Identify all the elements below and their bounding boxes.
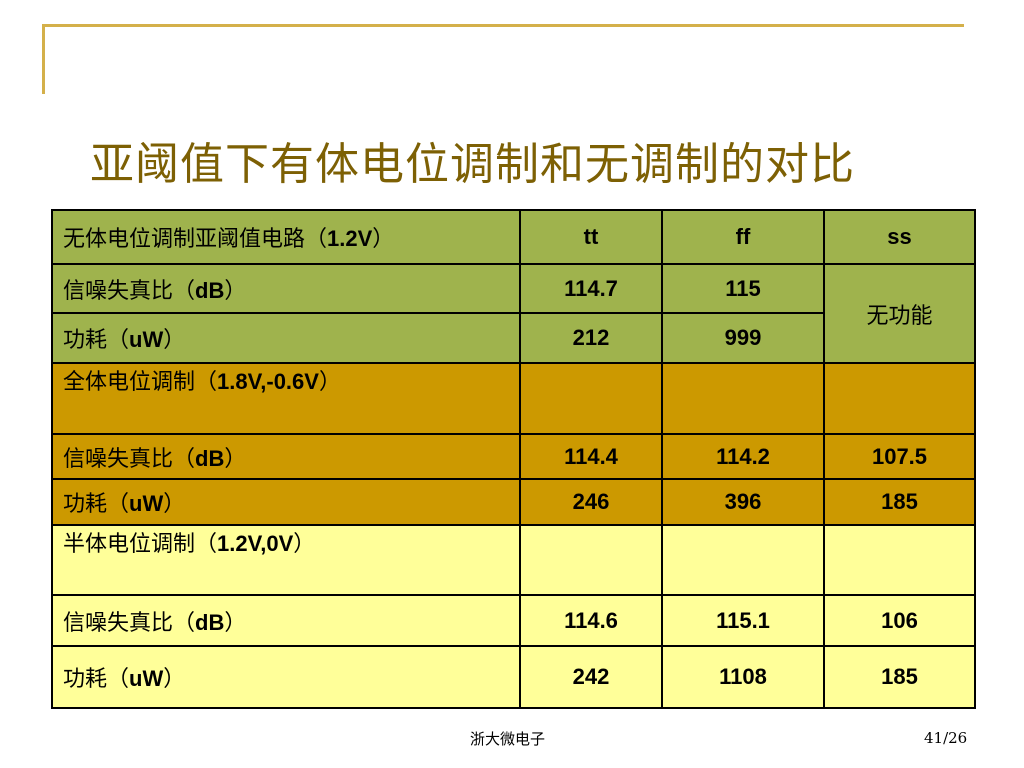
cell-ff: 396	[661, 478, 825, 526]
empty-cell	[661, 362, 825, 435]
frame-top-line	[42, 24, 964, 27]
cell-tt: 246	[519, 478, 663, 526]
full-body-header-row: 全体电位调制（1.8V,-0.6V）	[51, 362, 976, 435]
cell-ss-merged: 无功能	[823, 263, 976, 364]
group-label: 半体电位调制（1.2V,0V）	[51, 524, 521, 596]
footer-org: 浙大微电子	[470, 730, 546, 748]
cell-ff: 115	[661, 263, 825, 314]
cell-ff: 999	[661, 312, 825, 364]
empty-cell	[519, 362, 663, 435]
group-label: 全体电位调制（1.8V,-0.6V）	[51, 362, 521, 435]
baseline-snr-row: 信噪失真比（dB） 114.7 115 无功能	[51, 263, 976, 364]
header-col-ff: ff	[661, 209, 825, 265]
cell-tt: 242	[519, 645, 663, 709]
cell-tt: 114.6	[519, 594, 663, 647]
empty-cell	[519, 524, 663, 596]
frame-left-line	[42, 24, 45, 94]
cell-tt: 114.4	[519, 433, 663, 480]
cell-ss: 107.5	[823, 433, 976, 480]
row-label: 功耗（uW）	[51, 645, 521, 709]
half-body-power-row: 功耗（uW） 242 1108 185	[51, 645, 976, 709]
cell-ff: 115.1	[661, 594, 825, 647]
cell-tt: 212	[519, 312, 663, 364]
half-body-snr-row: 信噪失真比（dB） 114.6 115.1 106	[51, 594, 976, 647]
row-label: 信噪失真比（dB）	[51, 263, 521, 314]
full-body-snr-row: 信噪失真比（dB） 114.4 114.2 107.5	[51, 433, 976, 480]
page-number: 41/26	[924, 729, 968, 747]
cell-ss: 185	[823, 645, 976, 709]
header-col-ss: ss	[823, 209, 976, 265]
full-body-power-row: 功耗（uW） 246 396 185	[51, 478, 976, 526]
empty-cell	[823, 524, 976, 596]
cell-ss: 185	[823, 478, 976, 526]
cell-ss: 106	[823, 594, 976, 647]
baseline-power-row: 功耗（uW） 212 999	[51, 312, 975, 364]
empty-cell	[661, 524, 825, 596]
header-col-tt: tt	[519, 209, 663, 265]
cell-ff: 1108	[661, 645, 825, 709]
cell-ff: 114.2	[661, 433, 825, 480]
row-label: 信噪失真比（dB）	[51, 433, 521, 480]
row-label: 功耗（uW）	[51, 478, 521, 526]
row-label: 信噪失真比（dB）	[51, 594, 521, 647]
row-label: 功耗（uW）	[51, 312, 521, 364]
header-label-cell: 无体电位调制亚阈值电路（1.2V）	[51, 209, 521, 265]
half-body-header-row: 半体电位调制（1.2V,0V）	[51, 524, 976, 596]
cell-tt: 114.7	[519, 263, 663, 314]
table-header-row: 无体电位调制亚阈值电路（1.2V） tt ff ss	[51, 209, 976, 265]
empty-cell	[823, 362, 976, 435]
comparison-table: 无体电位调制亚阈值电路（1.2V） tt ff ss 信噪失真比（dB） 114…	[51, 209, 976, 709]
slide-title: 亚阈值下有体电位调制和无调制的对比	[90, 139, 855, 190]
